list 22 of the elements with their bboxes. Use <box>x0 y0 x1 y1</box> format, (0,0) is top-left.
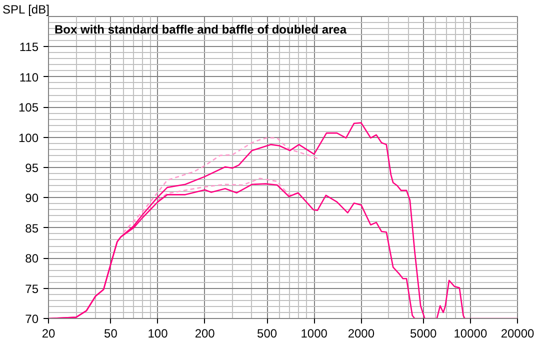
x-tick-label: 20000 <box>500 326 535 340</box>
x-tick-label: 2000 <box>348 326 375 340</box>
y-tick-label: 85 <box>25 221 39 236</box>
y-tick-label: 95 <box>25 161 39 175</box>
y-tick-label: 110 <box>19 70 39 84</box>
x-tick-label: 20 <box>42 326 56 340</box>
text: Box with standard baffle and baffle of doubled area <box>54 22 347 36</box>
x-tick-label: 500 <box>257 326 278 340</box>
y-tick-label: 105 <box>18 100 39 115</box>
y-tick-label: 70 <box>25 312 39 326</box>
x-tick-label: 50 <box>104 326 118 340</box>
y-tick-label: 115 <box>19 40 39 54</box>
y-tick-label: 100 <box>18 130 39 145</box>
y-tick-label: 75 <box>25 282 39 296</box>
y-axis-title: SPL [dB] <box>2 2 50 16</box>
x-tick-label: 1000 <box>300 326 328 340</box>
x-tick-label: 100 <box>148 326 168 340</box>
x-tick-label: 10000 <box>454 326 488 340</box>
x-tick-label: 200 <box>194 326 216 340</box>
x-tick-label: 5000 <box>410 326 438 340</box>
y-tick-label: 90 <box>25 191 39 206</box>
y-tick-label: 80 <box>25 252 39 266</box>
